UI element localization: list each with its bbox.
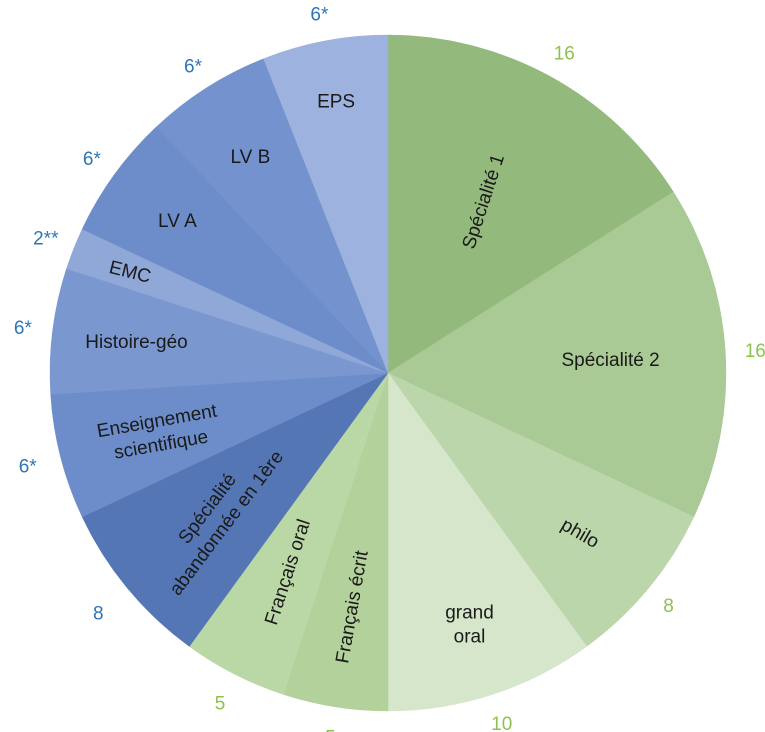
pie-slice-enseignement-scientifique (50, 372, 389, 518)
pie-slice-philo (387, 372, 695, 647)
pie-slice-specialite-1 (387, 34, 674, 374)
pie-slice-histoire-geo (49, 268, 389, 395)
pie-slice-grand-oral (387, 372, 588, 712)
value-label-lv-b: 6* (184, 57, 203, 78)
value-label-specialite-abandonnee-en-1ere: 8 (93, 604, 104, 625)
slice-label-lv-b: LV B (231, 147, 271, 168)
value-labels: 16 16 8 10 5 5 8 6* 6* 2** 6* 6* 6* (14, 5, 765, 732)
slice-label-eps: EPS (317, 92, 355, 113)
value-label-eps: 6* (310, 5, 329, 26)
value-label-philo: 8 (663, 596, 674, 617)
pie-slices (49, 34, 727, 712)
value-label-grand-oral: 10 (491, 714, 512, 732)
value-label-francais-ecrit: 5 (325, 728, 336, 732)
value-label-lv-a: 6* (83, 149, 102, 170)
slice-label-histoire-geo: Histoire-géo (85, 332, 187, 353)
value-label-francais-oral: 5 (215, 694, 226, 715)
value-label-enseignement-scientifique: 6* (19, 457, 38, 478)
pie-slice-specialite-abandonnee-en-1ere (81, 372, 389, 647)
pie-slice-lv-b (156, 58, 389, 374)
value-label-emc: 2** (33, 229, 59, 250)
pie-slice-eps (263, 34, 389, 374)
pie-slice-lv-a (81, 126, 389, 374)
slice-label-specialite-2: Spécialité 2 (561, 350, 659, 371)
value-label-specialite-2: 16 (745, 341, 765, 362)
slice-label-grand-oral: grand oral (445, 603, 494, 648)
value-label-histoire-geo: 6* (14, 318, 33, 339)
slice-label-lv-a: LV A (158, 211, 197, 232)
value-label-specialite-1: 16 (554, 43, 575, 64)
pie-slice-specialite-2 (387, 191, 727, 518)
